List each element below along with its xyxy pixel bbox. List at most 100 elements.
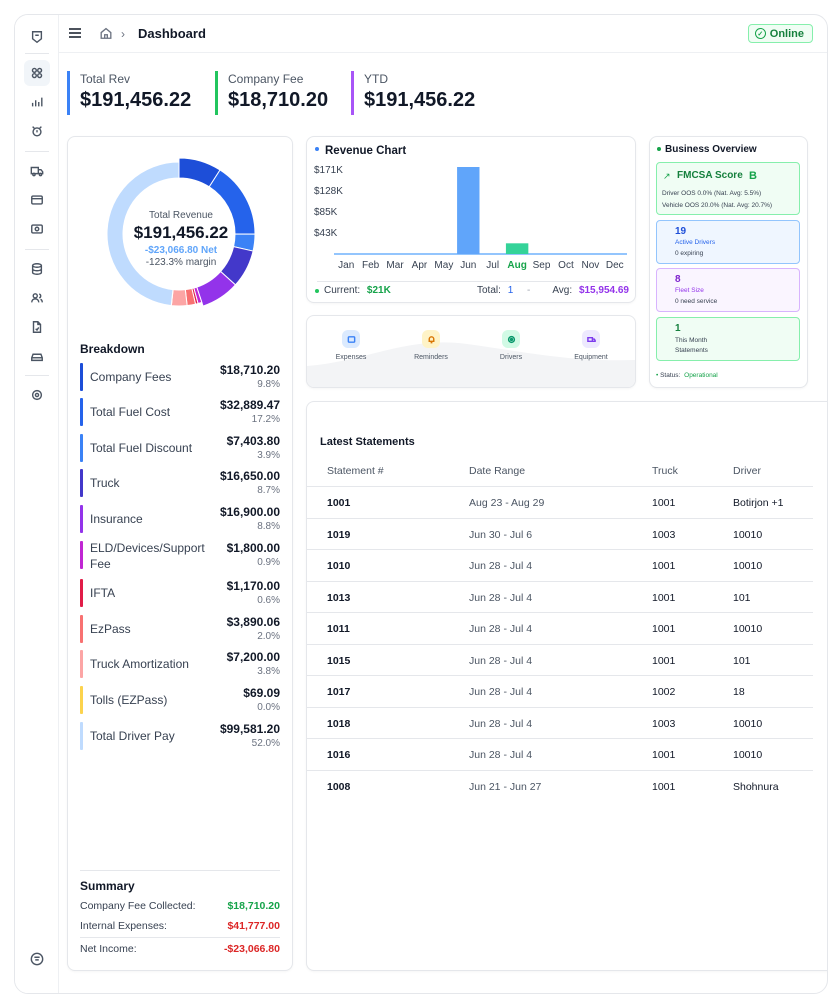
statement-number: 1015 [327,654,351,667]
bell-icon [422,330,440,348]
donut-net: -$23,066.80 Net [144,245,218,256]
fmcsa-label: FMCSA Score [677,170,743,181]
quick-action-expenses[interactable]: Expenses [331,330,371,361]
table-row[interactable]: 1008 Jun 21 - Jun 27 1001 Shohnura [307,769,813,801]
statements-count: 1 [675,323,681,334]
menu-icon[interactable] [68,27,82,39]
status-value: Operational [684,372,718,379]
breakdown-row: Total Fuel Cost $32,889.47 17.2% [80,398,280,426]
current-dot-icon [315,289,319,293]
dashboard-icon[interactable] [24,60,50,86]
table-row[interactable]: 1016 Jun 28 - Jul 4 1001 10010 [307,738,813,769]
column-header-statement[interactable]: Statement # [327,465,384,477]
fleet-size-tile[interactable]: 8 Fleet Size 0 need service [656,268,800,312]
revenue-bar-chart[interactable]: $171K $128K $85K $43K Jan Feb Mar Apr May Jun Jul A… [307,159,637,299]
fmcsa-score-tile[interactable]: ↗ FMCSA Score B Driver OOS 0.0% (Nat. Av… [656,162,800,215]
breakdown-percent: 2.0% [257,631,280,642]
statements-tile[interactable]: 1 This Month Statements [656,317,800,361]
chart-separator: - [527,285,531,296]
donut-slice-truck-amortization[interactable] [170,289,188,307]
kpi-label: Company Fee [228,72,304,86]
date-range: Jun 21 - Jun 27 [469,780,542,793]
table-row[interactable]: 1011 Jun 28 - Jul 4 1001 10010 [307,612,813,643]
bar-jun[interactable] [457,167,480,254]
app-logo-icon[interactable] [27,27,47,47]
current-value: $21K [366,285,391,296]
statements-title: Latest Statements [320,436,415,448]
table-row[interactable]: 1017 Jun 28 - Jul 4 1002 18 [307,675,813,706]
breakdown-name: Total Fuel Discount [90,441,193,455]
breakdown-color-bar [80,505,83,533]
vehicle-icon[interactable] [27,346,47,366]
home-icon[interactable] [99,26,113,40]
y-tick-label: $43K [314,228,338,239]
breakdown-row: EzPass $3,890.06 2.0% [80,615,280,643]
statement-number: 1010 [327,560,351,572]
table-row[interactable]: 1013 Jun 28 - Jul 4 1001 101 [307,580,813,612]
breakdown-percent: 0.6% [257,595,280,606]
date-range: Jun 28 - Jul 4 [469,686,533,698]
breakdown-percent: 52.0% [251,738,280,749]
truck-number: 1001 [652,749,676,761]
donut-label: Total Revenue [149,210,213,221]
document-icon[interactable] [27,317,47,337]
quick-action-drivers[interactable]: Drivers [491,330,531,361]
x-tick-label: Dec [606,260,624,271]
users-icon[interactable] [27,288,47,308]
breakdown-title: Breakdown [80,342,145,356]
driver-name: Shohnura [733,780,779,793]
active-drivers-tile[interactable]: 19 Active Drivers 0 expiring [656,220,800,264]
column-header-truck[interactable]: Truck [652,465,678,477]
donut-value: $191,456.22 [133,223,229,242]
breakdown-color-bar [80,686,83,714]
quick-action-reminders[interactable]: Reminders [411,330,451,361]
money-icon[interactable] [27,219,47,239]
breakdown-amount: $16,900.00 [219,505,280,519]
table-row[interactable]: 1019 Jun 30 - Jul 6 1003 10010 [307,517,813,549]
breakdown-color-bar [80,363,83,391]
status-label: Status: [660,372,681,379]
statements-label: This Month [675,337,708,344]
quick-action-equipment[interactable]: Equipment [571,330,611,361]
settings-icon[interactable] [27,385,47,405]
date-range: Jun 28 - Jul 4 [469,749,533,761]
analytics-icon[interactable] [27,92,47,112]
table-row[interactable]: 1001 Aug 23 - Aug 29 1001 Botirjon +1 [307,486,813,517]
column-header-date-range[interactable]: Date Range [469,465,526,477]
x-tick-label: Mar [386,260,404,271]
quick-action-label: Drivers [499,354,523,361]
truck-number: 1003 [652,528,676,541]
drivers-sub: 0 expiring [675,250,704,257]
revenue-donut-chart[interactable] [94,149,264,319]
bar-aug[interactable] [505,243,529,254]
alarm-icon[interactable] [27,121,47,141]
truck-number: 1001 [652,591,676,604]
donut-slice-total-driver-pay[interactable] [106,161,180,307]
card-icon[interactable] [27,190,47,210]
driver-name: 10010 [733,749,763,761]
summary-row-net-income: Net Income: -$23,066.80 [80,939,280,959]
database-icon[interactable] [27,259,47,279]
kpi-total-rev: Total Rev $191,456.22 [67,71,191,115]
x-tick-label: Oct [558,260,574,271]
x-tick-label: May [434,260,453,271]
drivers-count: 19 [675,226,687,237]
chart-avg: Avg: $15,954.69 [552,285,629,296]
driver-name: 10010 [733,623,763,635]
column-header-driver[interactable]: Driver [733,465,761,477]
truck-nav-icon[interactable] [27,161,47,181]
breakdown-name: Company Fees [90,370,172,384]
date-range: Jun 28 - Jul 4 [469,654,533,667]
quick-action-label: Expenses [335,354,367,361]
table-row[interactable]: 1018 Jun 28 - Jul 4 1003 10010 [307,706,813,738]
table-row[interactable]: 1010 Jun 28 - Jul 4 1001 10010 [307,549,813,580]
breakdown-color-bar [80,579,83,607]
user-avatar-icon[interactable] [27,949,47,969]
x-tick-label: Jan [338,260,354,271]
truck-number: 1002 [652,686,676,698]
statement-number: 1011 [327,623,350,635]
quick-action-label: Reminders [414,354,448,361]
table-row[interactable]: 1015 Jun 28 - Jul 4 1001 101 [307,643,813,675]
x-tick-label: Jul [486,260,499,271]
breakdown-amount: $7,200.00 [226,650,280,664]
